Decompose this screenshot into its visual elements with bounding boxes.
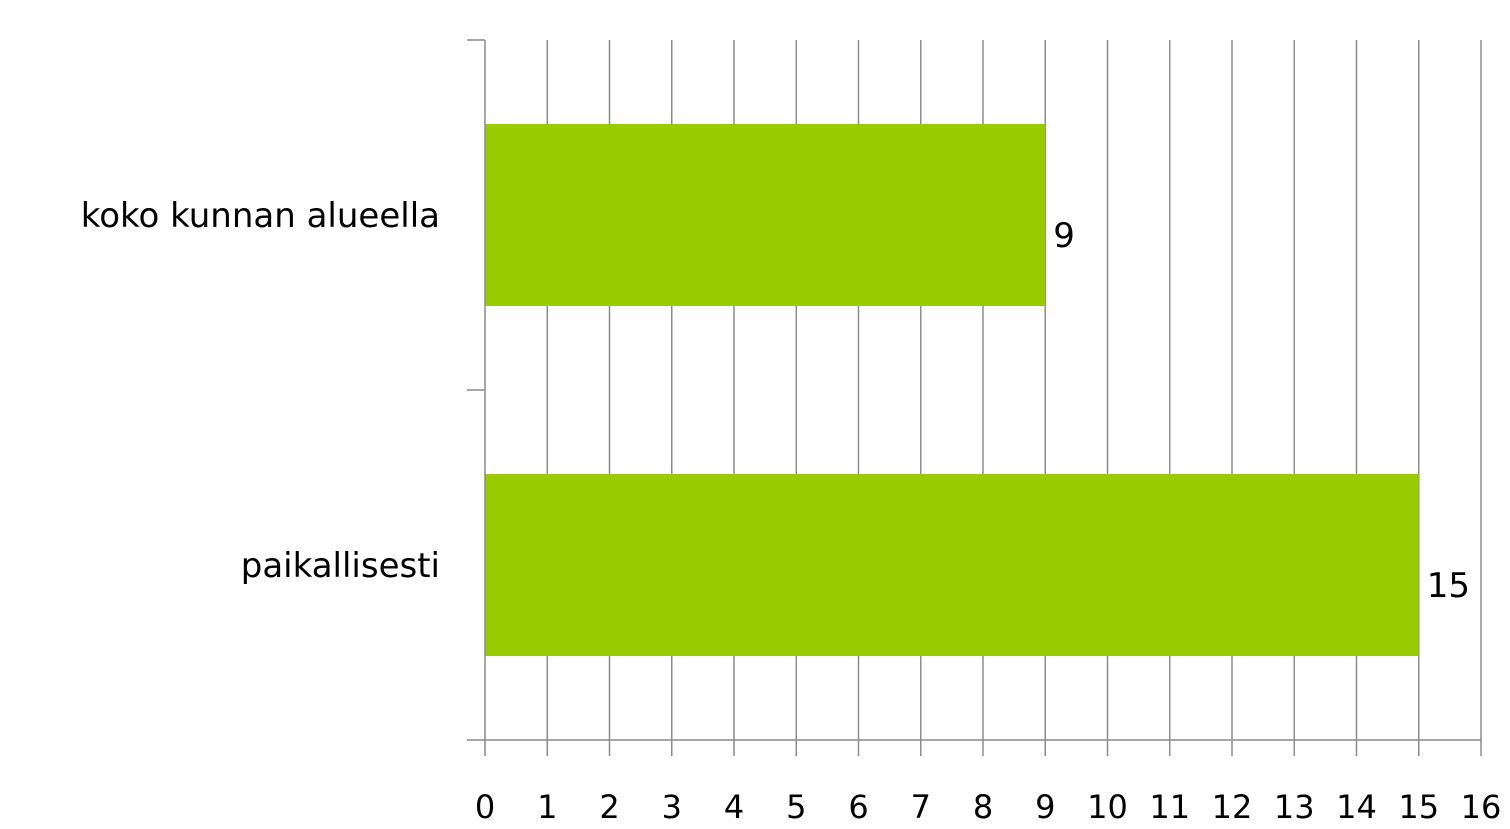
x-tick-label-15: 15 xyxy=(1398,788,1439,826)
data-label-1: 15 xyxy=(1427,566,1470,606)
x-tick-label-4: 4 xyxy=(724,788,744,826)
category-label-1: paikallisesti xyxy=(241,546,440,586)
x-tick-label-2: 2 xyxy=(599,788,619,826)
x-tick-label-16: 16 xyxy=(1461,788,1502,826)
x-tick-label-3: 3 xyxy=(662,788,682,826)
x-tick-label-14: 14 xyxy=(1336,788,1377,826)
data-label-0: 9 xyxy=(1053,216,1075,256)
x-tick-label-6: 6 xyxy=(848,788,868,826)
bar-1 xyxy=(485,474,1419,656)
axes xyxy=(467,39,1482,756)
x-tick-label-13: 13 xyxy=(1274,788,1315,826)
bar-0 xyxy=(485,124,1046,306)
x-tick-label-0: 0 xyxy=(475,788,495,826)
x-tick-label-12: 12 xyxy=(1212,788,1253,826)
x-tick-label-9: 9 xyxy=(1035,788,1055,826)
x-tick-label-10: 10 xyxy=(1087,788,1128,826)
x-tick-label-7: 7 xyxy=(911,788,931,826)
x-tick-label-8: 8 xyxy=(973,788,993,826)
x-tick-label-5: 5 xyxy=(786,788,806,826)
bars xyxy=(485,124,1419,656)
x-tick-label-1: 1 xyxy=(537,788,557,826)
x-tick-label-11: 11 xyxy=(1149,788,1190,826)
category-label-0: koko kunnan alueella xyxy=(81,196,440,236)
